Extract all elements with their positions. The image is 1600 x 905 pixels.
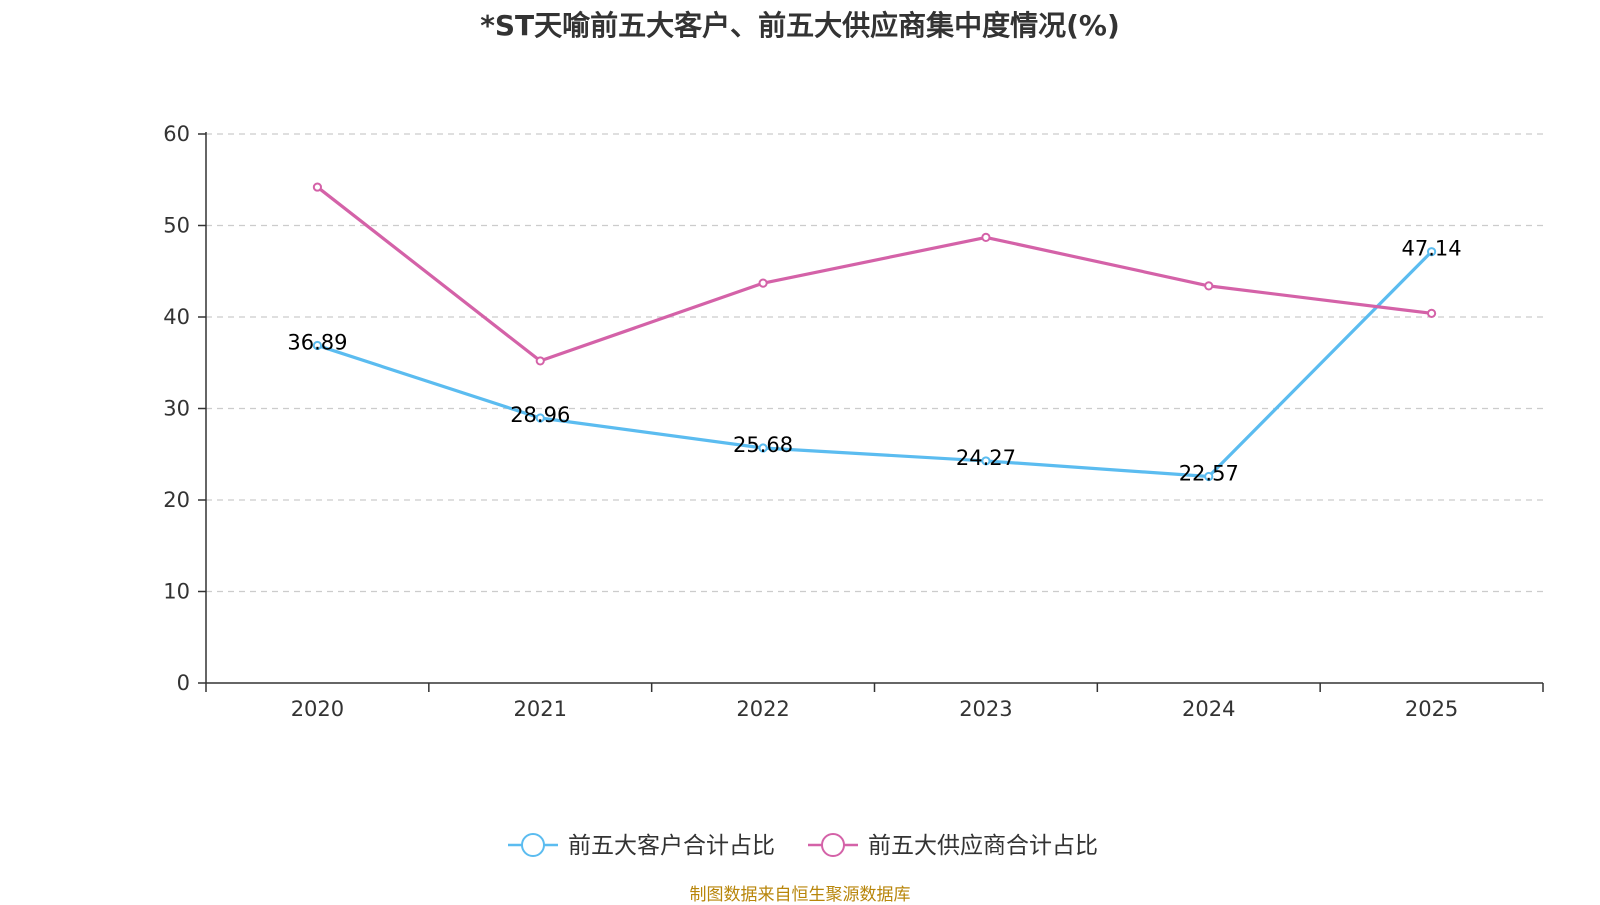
x-tick-label-2022: 2022 — [736, 697, 789, 721]
series-1-point-2021[interactable] — [535, 356, 545, 366]
data-labels: 36.89 28.96 25.68 24.27 22.57 47.14 — [287, 237, 1461, 486]
series-lines — [312, 182, 1437, 482]
x-tick-label-2024: 2024 — [1182, 697, 1235, 721]
series-1-point-2020[interactable] — [312, 182, 323, 192]
legend-item-1[interactable]: 前五大供应商合计占比 — [808, 833, 1098, 859]
data-label-2025: 47.14 — [1402, 237, 1462, 261]
series-0-point-2021[interactable] — [535, 413, 545, 423]
data-label-2021: 28.96 — [510, 403, 570, 427]
series-1-point-2025[interactable] — [1426, 308, 1437, 318]
y-tick-label: 10 — [163, 580, 190, 604]
y-tick-label: 30 — [163, 397, 190, 421]
y-tick-label: 0 — [177, 671, 190, 695]
legend-marker-icon — [821, 833, 845, 857]
legend-label: 前五大客户合计占比 — [568, 833, 775, 859]
series-line-0 — [316, 250, 1433, 479]
chart-title: *ST天喻前五大客户、前五大供应商集中度情况(%) — [480, 9, 1120, 42]
data-label-2024: 22.57 — [1179, 461, 1239, 485]
axes: 0 10 20 30 40 50 60 2020 2021 2022 2023 2024 2025 — [163, 122, 1544, 721]
legend-marker-icon — [521, 833, 545, 857]
series-0-point-2022[interactable] — [758, 443, 768, 453]
data-label-2022: 25.68 — [733, 433, 793, 457]
series-1-point-2023[interactable] — [981, 232, 991, 242]
series-1-point-2022[interactable] — [758, 278, 768, 288]
legend[interactable]: 前五大客户合计占比 前五大供应商合计占比 — [508, 833, 1098, 859]
series-0-point-2020[interactable] — [312, 340, 323, 351]
x-tick-label-2020: 2020 — [291, 697, 344, 721]
data-label-2023: 24.27 — [956, 446, 1016, 470]
data-label-2020: 36.89 — [287, 330, 347, 354]
y-tick-label: 50 — [163, 214, 190, 238]
x-tick-label-2025: 2025 — [1405, 697, 1458, 721]
y-tick-label: 60 — [163, 122, 190, 146]
y-tick-label: 20 — [163, 488, 190, 512]
x-tick-label-2021: 2021 — [514, 697, 567, 721]
series-0-point-2023[interactable] — [981, 456, 991, 466]
data-source-note: 制图数据来自恒生聚源数据库 — [689, 885, 911, 905]
grid-lines — [206, 133, 1543, 593]
series-1-point-2024[interactable] — [1204, 281, 1214, 291]
legend-label: 前五大供应商合计占比 — [868, 833, 1098, 859]
series-line-1 — [316, 185, 1432, 363]
y-tick-label: 40 — [163, 305, 190, 329]
series-0-point-2024[interactable] — [1204, 471, 1214, 482]
legend-item-0[interactable]: 前五大客户合计占比 — [508, 833, 775, 859]
x-tick-label-2023: 2023 — [959, 697, 1012, 721]
series-0-point-2025[interactable] — [1426, 247, 1437, 257]
